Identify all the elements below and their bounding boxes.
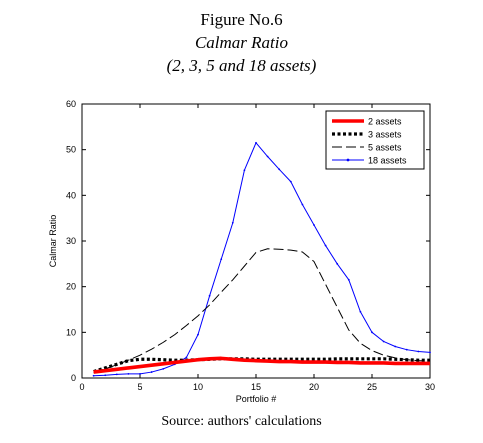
figure-subtitle: (2, 3, 5 and 18 assets) bbox=[166, 56, 317, 75]
x-tick-label: 20 bbox=[309, 382, 319, 392]
x-tick-label: 30 bbox=[425, 382, 435, 392]
legend-label: 3 assets bbox=[368, 130, 402, 140]
series-point-4 bbox=[417, 350, 420, 353]
series-point-4 bbox=[150, 371, 153, 373]
x-axis-label: Portfolio # bbox=[236, 394, 277, 404]
series-point-4 bbox=[139, 372, 141, 375]
series-point-4 bbox=[127, 372, 130, 375]
series-point-4 bbox=[324, 244, 327, 247]
x-tick-label: 15 bbox=[251, 382, 261, 392]
series-point-4 bbox=[278, 168, 281, 171]
series-line-3 bbox=[93, 248, 431, 373]
series-point-4 bbox=[382, 340, 385, 343]
series-point-4 bbox=[115, 373, 118, 376]
series-point-4 bbox=[289, 180, 292, 183]
series-point-4 bbox=[301, 203, 304, 206]
series-point-4 bbox=[197, 333, 199, 336]
series-point-4 bbox=[371, 331, 373, 334]
x-tick-label: 0 bbox=[79, 382, 84, 392]
y-tick-label: 40 bbox=[66, 190, 76, 200]
y-tick-label: 30 bbox=[66, 236, 76, 246]
figure-title: Calmar Ratio bbox=[194, 33, 289, 52]
legend-marker bbox=[346, 158, 350, 162]
series-point-4 bbox=[336, 262, 339, 265]
series-point-4 bbox=[92, 374, 95, 377]
legend: 2 assets 3 assets 5 assets 18 assets bbox=[325, 110, 425, 170]
series-point-4 bbox=[394, 345, 397, 348]
series-point-4 bbox=[243, 169, 246, 172]
series-point-4 bbox=[347, 278, 350, 281]
series-line-1 bbox=[93, 356, 430, 374]
series-point-4 bbox=[429, 351, 431, 354]
series-line-4 bbox=[93, 142, 431, 377]
series-point-4 bbox=[359, 310, 362, 313]
series-point-4 bbox=[208, 294, 211, 297]
y-tick-label: 10 bbox=[66, 327, 76, 337]
legend-label: 2 assets bbox=[368, 117, 402, 127]
series-lines bbox=[92, 141, 431, 377]
source-note: Source: authors' calculations bbox=[161, 414, 322, 429]
y-tick-label: 60 bbox=[66, 99, 76, 109]
series-point-4 bbox=[231, 221, 234, 224]
legend-label: 18 assets bbox=[368, 156, 407, 166]
series-point-4 bbox=[266, 155, 269, 158]
figure-label: Figure No.6 bbox=[200, 10, 283, 29]
y-axis-label: Calmar Ratio bbox=[48, 215, 58, 268]
series-point-4 bbox=[220, 258, 223, 261]
x-tick-label: 10 bbox=[193, 382, 203, 392]
series-point-4 bbox=[104, 374, 107, 377]
series-point-4 bbox=[255, 141, 257, 144]
series-line-2 bbox=[93, 357, 430, 374]
legend-label: 5 assets bbox=[368, 143, 402, 153]
y-tick-label: 20 bbox=[66, 282, 76, 292]
series-point-4 bbox=[405, 348, 408, 351]
y-tick-label: 0 bbox=[71, 373, 76, 383]
series-point-4 bbox=[162, 367, 165, 370]
x-tick-label: 5 bbox=[137, 382, 142, 392]
x-tick-label: 25 bbox=[367, 382, 377, 392]
calmar-ratio-chart: 0 5 10 15 20 25 30 0 10 20 30 40 50 60 Portfolio # Calm… bbox=[48, 99, 435, 404]
series-point-4 bbox=[185, 356, 188, 359]
y-tick-label: 50 bbox=[66, 145, 76, 155]
series-point-4 bbox=[313, 224, 315, 226]
